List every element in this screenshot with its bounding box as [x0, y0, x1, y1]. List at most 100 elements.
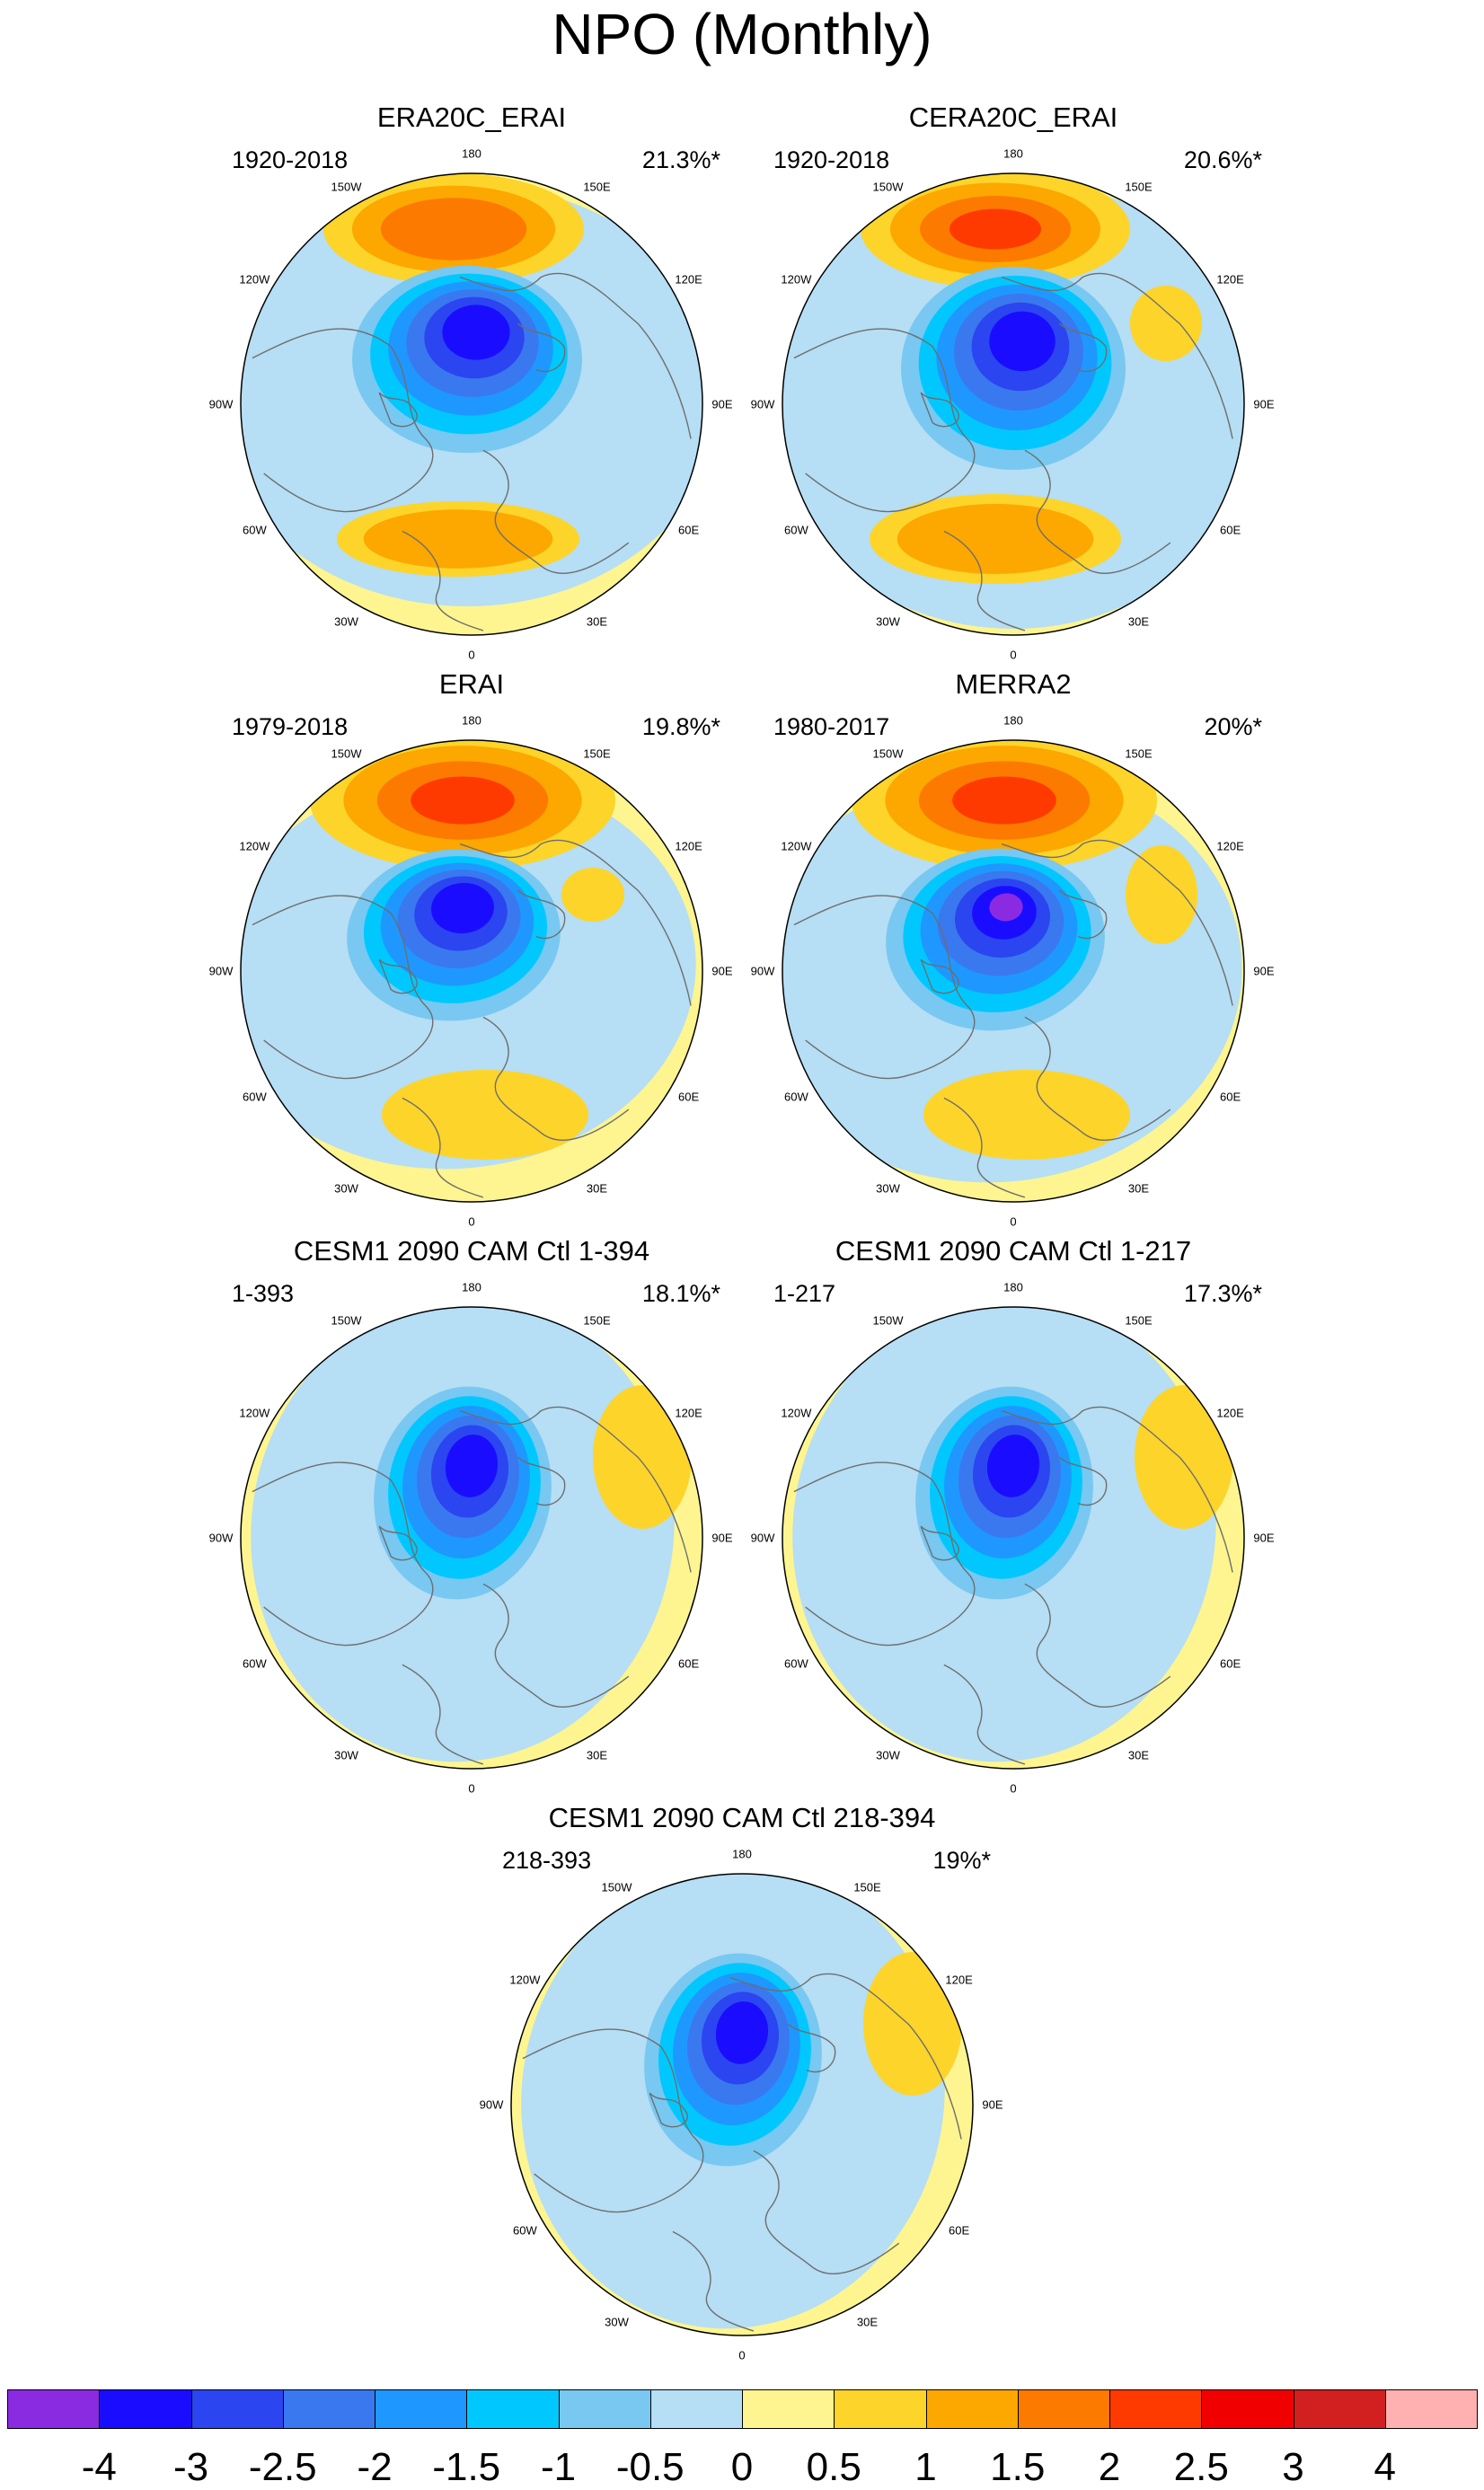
colorbar-tick-label: -2.5 — [248, 2445, 317, 2489]
longitude-label: 90W — [208, 964, 234, 978]
polar-map — [510, 1873, 974, 2336]
colorbar-tick-label: 3 — [1282, 2445, 1304, 2489]
colorbar-box — [1384, 2389, 1478, 2429]
longitude-label: 120E — [675, 272, 702, 286]
colorbar-box — [1109, 2389, 1203, 2429]
colorbar-box — [190, 2389, 284, 2429]
colorbar-tick-label: -0.5 — [615, 2445, 685, 2489]
contour-field — [241, 1307, 702, 1769]
longitude-label: 0 — [738, 2348, 746, 2362]
contour-field — [782, 173, 1244, 635]
colorbar-tick-label: 1.5 — [990, 2445, 1046, 2489]
longitude-label: 60E — [678, 1090, 700, 1103]
polar-map — [782, 1306, 1245, 1770]
longitude-label: 150W — [331, 1313, 362, 1328]
longitude-label: 180 — [462, 713, 481, 728]
longitude-label: 150E — [1125, 180, 1153, 194]
colorbar-tick-label: -1 — [540, 2445, 577, 2489]
longitude-label: 90W — [750, 397, 775, 411]
longitude-label: 120E — [1216, 1406, 1244, 1419]
longitude-label: 90E — [982, 2097, 1003, 2112]
longitude-label: 180 — [462, 1280, 481, 1294]
longitude-label: 90E — [711, 964, 733, 978]
polar-map — [782, 172, 1245, 636]
longitude-label: 120E — [675, 1406, 702, 1419]
panel-title: ERAI — [438, 668, 505, 700]
panel-percent: 18.1%* — [641, 1280, 720, 1307]
longitude-label: 90E — [711, 397, 733, 411]
longitude-label: 150W — [872, 1313, 904, 1328]
longitude-label: 180 — [732, 1847, 752, 1861]
colorbar-box — [742, 2389, 835, 2429]
colorbar-box — [649, 2389, 743, 2429]
panel-percent: 20%* — [1204, 713, 1262, 740]
panel-title: MERRA2 — [955, 668, 1072, 700]
panel-title: CESM1 2090 CAM Ctl 1-217 — [835, 1235, 1192, 1267]
longitude-label: 30E — [586, 1748, 608, 1762]
longitude-label: 30E — [586, 614, 608, 629]
longitude-label: 90W — [750, 964, 775, 978]
colorbar-box — [1017, 2389, 1110, 2429]
longitude-label: 0 — [1010, 1214, 1017, 1229]
longitude-label: 60W — [243, 1090, 267, 1103]
colorbar-tick-label: -3 — [172, 2445, 209, 2489]
panel-period: 1920-2018 — [773, 146, 890, 173]
colorbar-tick-label: 4 — [1374, 2445, 1396, 2489]
contour-field — [782, 1307, 1244, 1769]
longitude-label: 90W — [208, 397, 234, 411]
panel-period: 1980-2017 — [773, 713, 890, 740]
longitude-label: 60W — [243, 523, 267, 536]
panel-period: 218-393 — [502, 1847, 592, 1874]
polar-map — [240, 739, 703, 1203]
panel-period: 1-393 — [232, 1280, 295, 1307]
panel-title: CERA20C_ERAI — [908, 102, 1118, 133]
longitude-label: 30W — [876, 1181, 900, 1196]
longitude-label: 0 — [1010, 648, 1017, 662]
longitude-label: 60E — [678, 523, 700, 536]
panel-period: 1-217 — [773, 1280, 836, 1307]
longitude-label: 120W — [509, 1973, 541, 1986]
longitude-label: 120E — [1216, 272, 1244, 286]
colorbar-tick-label: -4 — [81, 2445, 117, 2489]
longitude-label: 90W — [208, 1531, 234, 1545]
longitude-label: 120W — [781, 1406, 812, 1419]
colorbar-box — [282, 2389, 375, 2429]
colorbar-box — [375, 2389, 468, 2429]
longitude-label: 60E — [1220, 1656, 1241, 1670]
longitude-label: 150E — [1125, 1313, 1153, 1328]
colorbar-tick-label: 0 — [730, 2445, 754, 2489]
longitude-label: 150W — [331, 180, 362, 194]
longitude-label: 30W — [605, 2315, 629, 2329]
longitude-label: 30E — [586, 1181, 608, 1196]
longitude-label: 60E — [949, 2223, 970, 2237]
longitude-label: 60W — [784, 1656, 808, 1670]
panel-percent: 21.3%* — [641, 146, 720, 173]
longitude-label: 90E — [1253, 964, 1275, 978]
longitude-label: 60W — [513, 2223, 537, 2237]
longitude-label: 60E — [678, 1656, 700, 1670]
longitude-label: 30W — [334, 614, 358, 629]
colorbar-box — [466, 2389, 560, 2429]
colorbar-box — [925, 2389, 1019, 2429]
panel-title: CESM1 2090 CAM Ctl 218-394 — [548, 1802, 936, 1833]
longitude-label: 60W — [243, 1656, 267, 1670]
longitude-label: 120E — [1216, 839, 1244, 852]
longitude-label: 30W — [876, 614, 900, 629]
longitude-label: 60W — [784, 1090, 808, 1103]
colorbar-box — [1201, 2389, 1294, 2429]
longitude-label: 120W — [781, 839, 812, 852]
colorbar-box — [834, 2389, 927, 2429]
longitude-label: 120E — [945, 1973, 973, 1986]
longitude-label: 150W — [872, 746, 904, 761]
longitude-label: 30W — [334, 1748, 358, 1762]
colorbar-box — [1293, 2389, 1386, 2429]
longitude-label: 60E — [1220, 523, 1241, 536]
longitude-label: 90W — [750, 1531, 775, 1545]
polar-map — [782, 739, 1245, 1203]
longitude-label: 120W — [239, 839, 270, 852]
figure-title: NPO (Monthly) — [552, 2, 932, 66]
longitude-label: 180 — [1003, 146, 1023, 161]
panel-percent: 19%* — [932, 1847, 991, 1874]
longitude-label: 180 — [1003, 1280, 1023, 1294]
longitude-label: 0 — [468, 1214, 475, 1229]
